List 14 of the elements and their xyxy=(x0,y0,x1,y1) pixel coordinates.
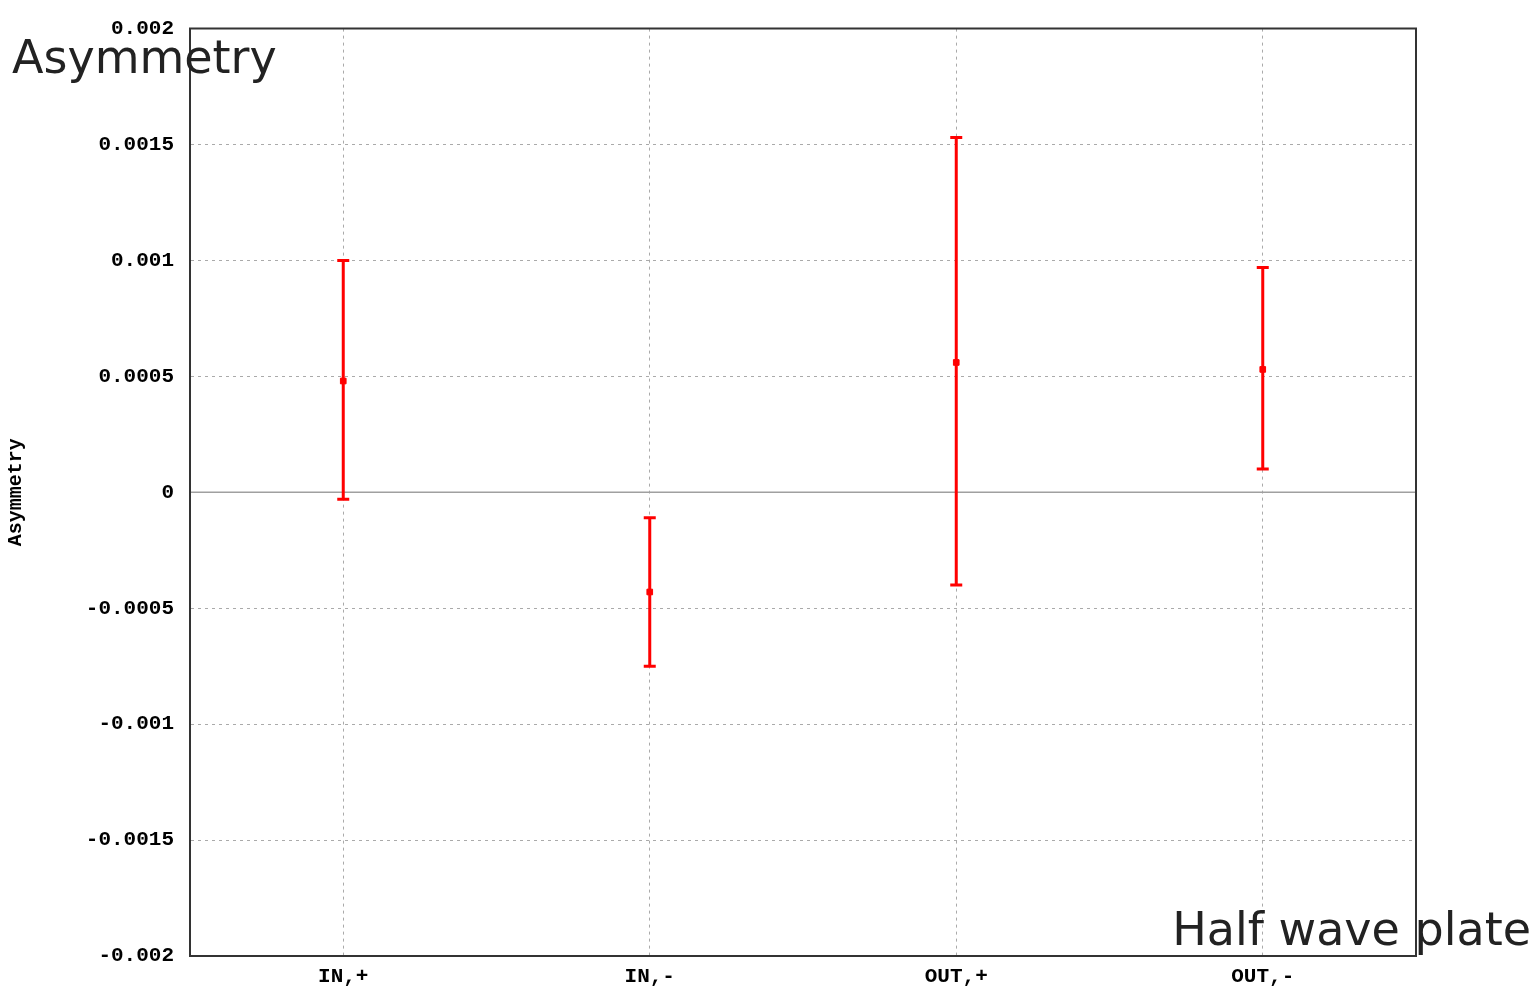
y-tick-label: 0.0005 xyxy=(98,364,174,388)
y-tick-label: -0.001 xyxy=(98,712,174,736)
x-tick-label: OUT,+ xyxy=(924,964,988,988)
y-tick-label: 0 xyxy=(161,480,174,504)
y-tick-label: 0.0015 xyxy=(98,132,174,156)
x-tick-label: IN,+ xyxy=(318,964,369,988)
y-tick-label: -0.002 xyxy=(98,944,174,968)
x-tick-label: OUT,- xyxy=(1231,964,1295,988)
y-tick-label: -0.0005 xyxy=(85,596,174,620)
x-tick-label: IN,- xyxy=(624,964,675,988)
y-axis-title: Asymmetry xyxy=(4,438,28,547)
x-axis-title: Half wave plate xyxy=(1172,902,1531,956)
y-tick-label: -0.0015 xyxy=(85,828,174,852)
y-tick-label: 0.001 xyxy=(110,248,174,272)
